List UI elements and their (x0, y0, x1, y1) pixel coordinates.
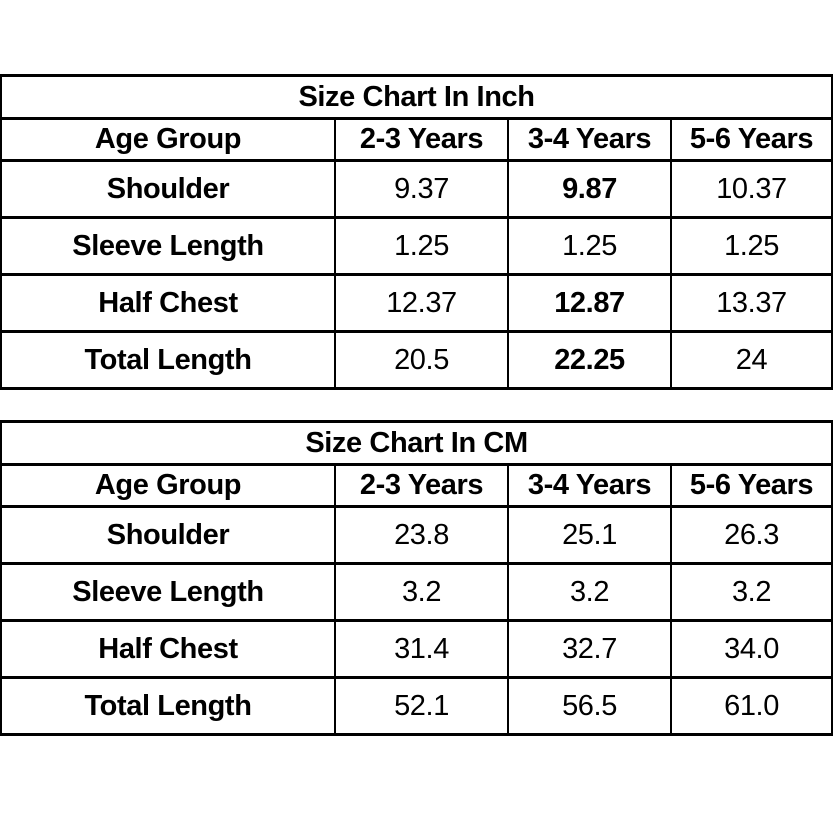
column-header-age-group: Age Group (0, 117, 336, 162)
row-label: Shoulder (0, 159, 336, 219)
column-header-2-3-years: 2-3 Years (334, 117, 509, 162)
cell-value: 3.2 (669, 562, 834, 622)
table-header-row: Age Group 2-3 Years 3-4 Years 5-6 Years (0, 117, 833, 162)
row-label: Sleeve Length (0, 562, 336, 622)
cell-value: 1.25 (670, 216, 833, 276)
cell-value: 12.87 (507, 273, 672, 333)
cell-value: 23.8 (334, 505, 509, 565)
cell-value: 56.5 (507, 676, 672, 736)
table-row-half-chest: Half Chest 12.37 12.87 13.37 (0, 273, 833, 333)
cell-value: 26.3 (669, 505, 834, 565)
column-header-3-4-years: 3-4 Years (507, 117, 672, 162)
cell-value: 9.37 (334, 159, 509, 219)
row-label: Sleeve Length (0, 216, 336, 276)
table-row-shoulder: Shoulder 9.37 9.87 10.37 (0, 159, 833, 219)
size-chart-cm-table: Size Chart In CM Age Group 2-3 Years 3-4… (0, 420, 834, 736)
cell-value: 3.2 (334, 562, 509, 622)
table-title: Size Chart In Inch (0, 74, 833, 120)
cell-value: 61.0 (669, 676, 834, 736)
row-label: Shoulder (0, 505, 336, 565)
cell-value: 1.25 (334, 216, 509, 276)
column-header-5-6-years: 5-6 Years (669, 463, 834, 508)
table-title-row: Size Chart In Inch (0, 74, 833, 120)
cell-value: 32.7 (507, 619, 672, 679)
cell-value: 9.87 (507, 159, 672, 219)
table-row-sleeve-length: Sleeve Length 3.2 3.2 3.2 (0, 562, 834, 622)
row-label: Total Length (0, 330, 336, 390)
cell-value: 13.37 (670, 273, 833, 333)
table-row-half-chest: Half Chest 31.4 32.7 34.0 (0, 619, 834, 679)
table-row-total-length: Total Length 52.1 56.5 61.0 (0, 676, 834, 736)
table-header-row: Age Group 2-3 Years 3-4 Years 5-6 Years (0, 463, 834, 508)
cell-value: 34.0 (669, 619, 834, 679)
cell-value: 1.25 (507, 216, 672, 276)
cell-value: 31.4 (334, 619, 509, 679)
column-header-2-3-years: 2-3 Years (334, 463, 509, 508)
table-row-shoulder: Shoulder 23.8 25.1 26.3 (0, 505, 834, 565)
table-row-total-length: Total Length 20.5 22.25 24 (0, 330, 833, 390)
cell-value: 20.5 (334, 330, 509, 390)
cell-value: 25.1 (507, 505, 672, 565)
row-label: Half Chest (0, 273, 336, 333)
cell-value: 12.37 (334, 273, 509, 333)
cell-value: 52.1 (334, 676, 509, 736)
table-title: Size Chart In CM (0, 420, 834, 466)
table-title-row: Size Chart In CM (0, 420, 834, 466)
column-header-3-4-years: 3-4 Years (507, 463, 672, 508)
column-header-5-6-years: 5-6 Years (670, 117, 833, 162)
size-chart-inch-table: Size Chart In Inch Age Group 2-3 Years 3… (0, 74, 833, 390)
row-label: Half Chest (0, 619, 336, 679)
row-label: Total Length (0, 676, 336, 736)
table-row-sleeve-length: Sleeve Length 1.25 1.25 1.25 (0, 216, 833, 276)
cell-value: 22.25 (507, 330, 672, 390)
cell-value: 24 (670, 330, 833, 390)
cell-value: 3.2 (507, 562, 672, 622)
size-charts-container: Size Chart In Inch Age Group 2-3 Years 3… (0, 74, 840, 736)
column-header-age-group: Age Group (0, 463, 336, 508)
cell-value: 10.37 (670, 159, 833, 219)
